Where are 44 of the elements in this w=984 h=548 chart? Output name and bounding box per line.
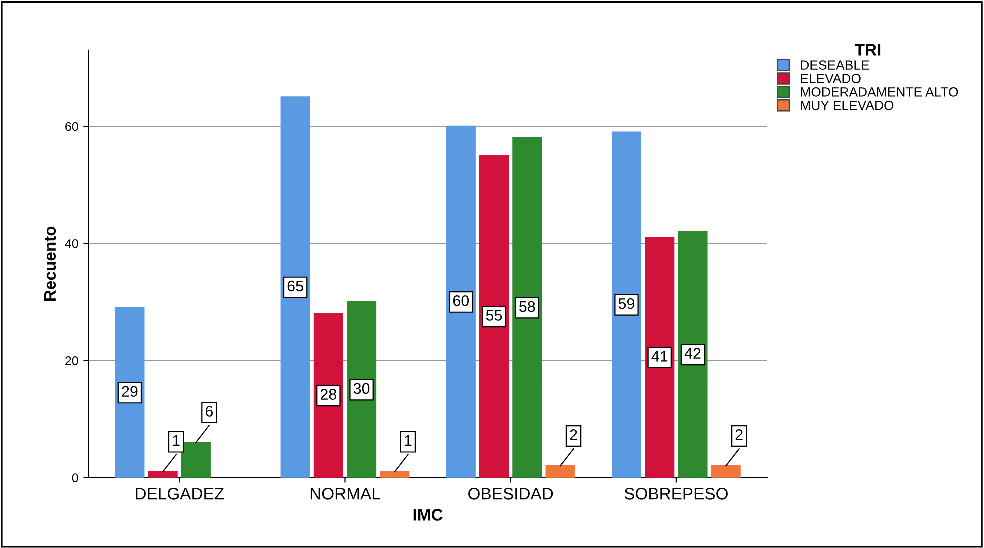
bar (380, 471, 410, 478)
x-tick-label: OBESIDAD (468, 488, 554, 500)
data-label: 30 (354, 383, 370, 394)
data-label: 41 (652, 351, 668, 362)
data-label: 2 (736, 430, 743, 440)
y-tick-label: 0 (72, 474, 78, 483)
bar (711, 465, 741, 478)
bar (446, 126, 476, 478)
data-label: 60 (453, 295, 470, 306)
bar (612, 132, 642, 478)
data-label: 55 (486, 310, 502, 321)
bar (678, 231, 708, 478)
x-tick-label: SOBREPESO (624, 488, 728, 500)
data-label: 2 (570, 430, 578, 440)
data-label: 42 (684, 348, 701, 359)
bar (115, 307, 145, 478)
y-tick-label: 40 (65, 239, 78, 248)
legend-label: MUY ELEVADO (801, 100, 894, 110)
bar (280, 96, 310, 478)
data-label: 58 (520, 301, 536, 312)
bar (347, 302, 377, 478)
bar (148, 471, 178, 478)
y-axis-title: Recuento (44, 226, 56, 301)
bar (546, 465, 576, 478)
data-label: 28 (320, 389, 337, 400)
data-label: 29 (122, 386, 138, 398)
data-label: 1 (405, 436, 412, 446)
bar (645, 237, 675, 478)
data-label: 59 (618, 298, 635, 310)
legend-label: DESEABLE (801, 60, 870, 70)
legend-title: TRI (855, 44, 881, 56)
x-tick-label: DELGADEZ (136, 488, 224, 500)
y-tick-label: 60 (66, 122, 78, 132)
data-label: 1 (173, 436, 180, 446)
bar (480, 155, 510, 478)
x-axis-title: IMC (414, 509, 443, 521)
legend-label: MODERADAMENTE ALTO (801, 88, 958, 97)
data-label: 65 (288, 280, 304, 292)
data-label: 6 (206, 406, 214, 417)
bar (181, 442, 211, 478)
legend-label: ELEVADO (801, 74, 861, 84)
bar (512, 138, 542, 478)
y-tick-label: 20 (66, 356, 78, 366)
x-tick-label: NORMAL (310, 488, 380, 500)
